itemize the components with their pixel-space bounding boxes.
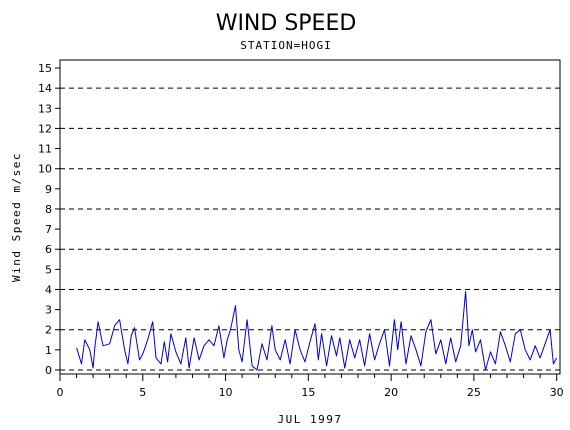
x-tick-label: 15 <box>301 386 315 399</box>
y-tick-label: 2 <box>45 324 52 337</box>
wind-speed-line <box>76 291 558 371</box>
y-tick-label: 12 <box>38 122 52 135</box>
x-tick-label: 30 <box>550 386 564 399</box>
chart-subtitle: STATION=HOGI <box>240 39 331 52</box>
y-axis-label: Wind Speed m/sec <box>10 152 23 282</box>
chart-title: WIND SPEED <box>216 11 357 36</box>
series-layer <box>76 291 558 371</box>
gridlines <box>60 87 560 371</box>
x-tick-label: 20 <box>384 386 398 399</box>
x-tick-label: 5 <box>139 386 146 399</box>
y-tick-label: 15 <box>38 62 52 75</box>
y-tick-label: 5 <box>45 263 52 276</box>
y-tick-label: 3 <box>45 304 52 317</box>
y-tick-label: 7 <box>45 223 52 236</box>
x-axis-label: JUL 1997 <box>278 413 343 426</box>
plot-frame <box>59 59 561 375</box>
y-tick-label: 13 <box>38 102 52 115</box>
x-tick-label: 25 <box>467 386 481 399</box>
y-tick-label: 9 <box>45 183 52 196</box>
x-tick-label: 10 <box>219 386 233 399</box>
y-tick-label: 10 <box>38 163 52 176</box>
y-tick-label: 11 <box>38 143 52 156</box>
y-tick-label: 8 <box>45 203 52 216</box>
y-tick-label: 14 <box>38 82 52 95</box>
x-axis: 0 5 10 15 20 25 30 <box>57 374 564 399</box>
y-tick-label: 4 <box>45 283 52 296</box>
y-tick-label: 1 <box>45 344 52 357</box>
x-tick-label: 0 <box>57 386 64 399</box>
y-tick-label: 0 <box>45 364 52 377</box>
y-tick-label: 6 <box>45 243 52 256</box>
